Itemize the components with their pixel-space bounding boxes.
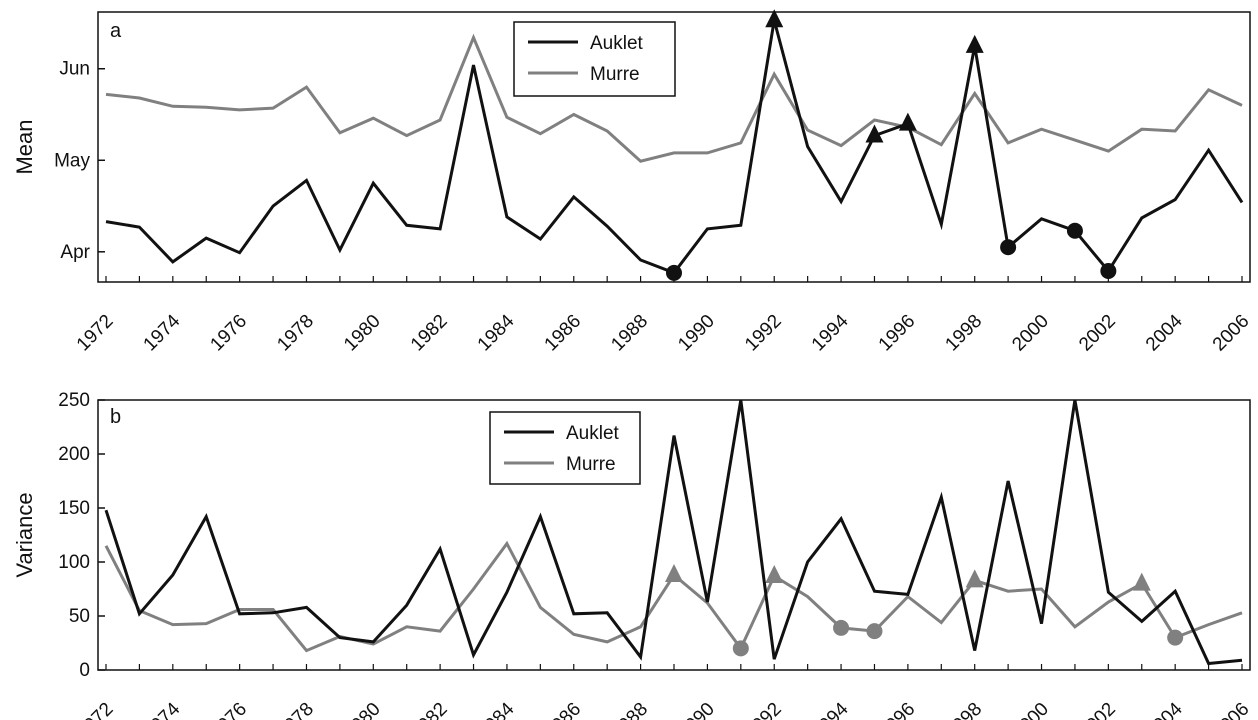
marker-triangle-murre-2003-b	[1132, 572, 1151, 591]
y-tick-label-b-3: 150	[58, 498, 90, 519]
x-tick-label-a-2: 1976	[206, 311, 251, 356]
legend-label-murre-a: Murre	[590, 64, 640, 85]
x-tick-label-b-9: 1990	[674, 699, 719, 720]
y-tick-label-a-1: May	[54, 150, 90, 171]
y-tick-label-b-5: 250	[58, 390, 90, 411]
x-tick-label-b-15: 2002	[1075, 699, 1120, 720]
marker-triangle-auklet-1995-a	[865, 124, 884, 143]
x-tick-label-b-2: 1976	[206, 699, 251, 720]
x-tick-label-b-17: 2006	[1209, 699, 1254, 720]
y-tick-label-b-1: 50	[69, 606, 90, 627]
x-tick-label-b-1: 1974	[140, 698, 185, 720]
x-tick-label-a-10: 1992	[741, 311, 786, 356]
x-tick-label-a-16: 2004	[1142, 310, 1187, 355]
x-tick-label-b-4: 1980	[340, 699, 385, 720]
x-tick-label-b-10: 1992	[741, 699, 786, 720]
legend-label-auklet-a: Auklet	[590, 33, 644, 54]
legend-label-auklet-b: Auklet	[566, 423, 620, 444]
x-tick-label-a-12: 1996	[875, 311, 920, 356]
marker-circle-murre-1995-b	[866, 623, 883, 640]
panel-letter-b: b	[110, 406, 121, 428]
legend-label-murre-b: Murre	[566, 454, 616, 475]
x-tick-label-b-8: 1988	[607, 699, 652, 720]
x-tick-label-b-0: 1972	[73, 699, 118, 720]
x-tick-label-a-14: 2000	[1008, 311, 1053, 356]
y-tick-label-b-0: 0	[79, 660, 90, 681]
x-tick-label-a-7: 1986	[541, 311, 586, 356]
marker-circle-murre-1994-b	[833, 619, 850, 636]
series-line-murre-b	[104, 540, 1243, 653]
y-axis-title-b: Variance	[12, 492, 37, 577]
x-tick-label-a-8: 1988	[607, 311, 652, 356]
y-tick-label-a-0: Apr	[60, 242, 90, 263]
marker-triangle-murre-1992-b	[765, 565, 784, 584]
y-axis-title-a: Mean	[12, 119, 37, 174]
panel-b: b 0 50 100 150 200 250 Variance 1972 1974 1976 1978…	[12, 390, 1254, 720]
x-tick-label-b-14: 2000	[1008, 699, 1053, 720]
x-tick-label-a-3: 1978	[273, 311, 318, 356]
x-tick-label-b-7: 1986	[541, 699, 586, 720]
x-tick-label-b-5: 1982	[407, 699, 452, 720]
marker-triangle-murre-1989-b	[665, 563, 683, 582]
marker-circle-auklet-2001-a	[1066, 222, 1083, 239]
panel-a: a Apr May Jun Mean 1972 1974 1976 1978 1980 1982 19…	[12, 9, 1254, 355]
marker-triangle-murre-1998-b	[965, 569, 984, 588]
marker-triangle-auklet-1998-a	[965, 34, 984, 53]
marker-circle-murre-1991-b	[732, 640, 749, 657]
x-tick-label-b-16: 2004	[1142, 698, 1187, 720]
x-tick-label-b-3: 1978	[273, 699, 318, 720]
legend-box-b	[489, 411, 641, 485]
x-tick-label-a-17: 2006	[1209, 311, 1254, 356]
marker-triangle-auklet-1996-a	[898, 112, 917, 131]
x-tick-label-a-4: 1980	[340, 311, 385, 356]
x-tick-label-b-13: 1998	[941, 699, 986, 720]
x-tick-label-b-11: 1994	[808, 698, 853, 720]
x-tick-label-a-13: 1998	[941, 311, 986, 356]
series-line-murre-a	[105, 33, 1243, 163]
panel-letter-a: a	[110, 20, 122, 42]
marker-circle-murre-2004-b	[1167, 629, 1184, 646]
x-tick-label-a-15: 2002	[1075, 311, 1120, 356]
series-line-auklet-b	[104, 399, 1243, 666]
x-tick-label-a-6: 1984	[474, 310, 519, 355]
legend-box-a	[513, 21, 676, 97]
y-tick-label-b-4: 200	[58, 444, 90, 465]
marker-circle-auklet-2002-a	[1100, 263, 1117, 280]
x-tick-label-b-12: 1996	[875, 699, 920, 720]
x-tick-label-a-0: 1972	[73, 311, 118, 356]
marker-circle-auklet-1999-a	[1000, 239, 1017, 256]
marker-triangle-auklet-1992-a	[765, 9, 784, 28]
x-tick-label-a-9: 1990	[674, 311, 719, 356]
x-tick-label-a-5: 1982	[407, 311, 452, 356]
x-tick-label-a-1: 1974	[140, 310, 185, 355]
y-tick-label-a-2: Jun	[59, 59, 90, 80]
x-tick-label-b-6: 1984	[474, 698, 519, 720]
y-tick-label-b-2: 100	[58, 552, 90, 573]
x-tick-label-a-11: 1994	[808, 310, 853, 355]
marker-circle-auklet-1989-a	[666, 264, 682, 281]
